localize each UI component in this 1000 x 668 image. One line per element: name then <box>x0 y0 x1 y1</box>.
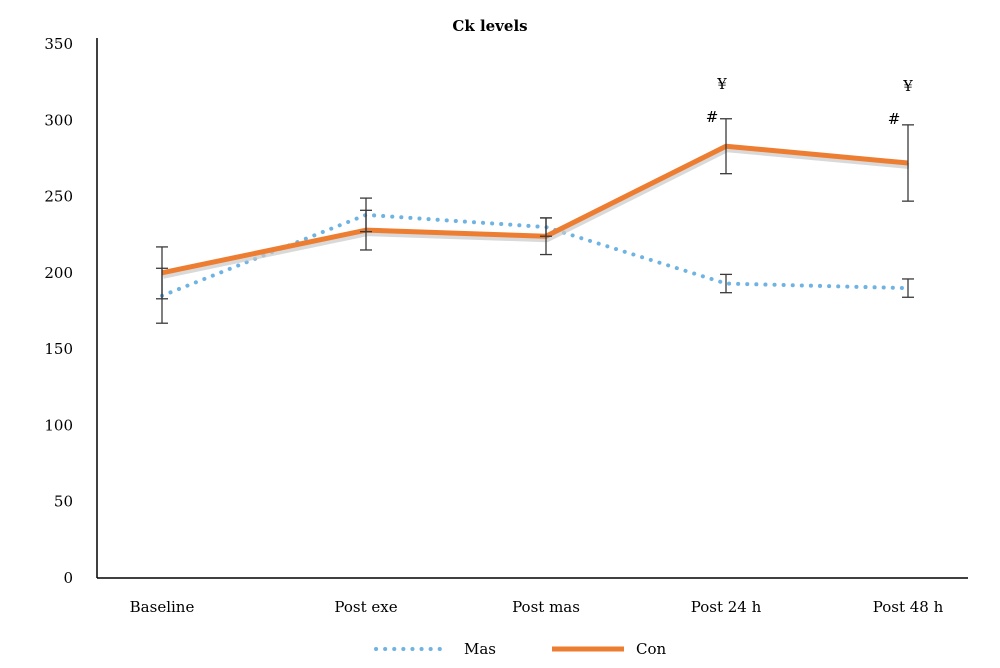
x-tick-label: Post 48 h <box>873 598 944 616</box>
x-tick-label: Baseline <box>130 598 195 616</box>
error-bar-mas <box>902 278 914 298</box>
legend-item-mas: Mas <box>374 640 496 658</box>
y-tick-label: 250 <box>44 188 73 206</box>
legend-label-mas: Mas <box>464 640 496 658</box>
annotation-hash: # <box>888 110 901 128</box>
annotation-yen: ¥ <box>902 77 913 95</box>
error-bar-con <box>720 118 732 175</box>
legend-item-con: Con <box>552 640 667 658</box>
y-tick-label: 50 <box>54 493 73 511</box>
y-tick-label: 300 <box>44 111 73 129</box>
series-shadow-con <box>162 146 910 279</box>
error-bar-con <box>540 217 552 256</box>
error-bar-con <box>156 246 168 300</box>
error-bar-con <box>902 124 914 202</box>
error-bar-mas <box>720 273 732 294</box>
y-tick-label: 200 <box>44 264 73 282</box>
annotation-yen: ¥ <box>716 75 727 93</box>
annotation-hash: # <box>706 108 719 126</box>
x-tick-label: Post exe <box>334 598 397 616</box>
y-tick-label: 150 <box>44 340 73 358</box>
y-tick-label: 350 <box>44 35 73 53</box>
error-bar-con <box>360 209 372 251</box>
x-tick-label: Post mas <box>512 598 580 616</box>
legend-label-con: Con <box>636 640 667 658</box>
y-tick-label: 0 <box>63 569 73 587</box>
x-tick-label: Post 24 h <box>691 598 762 616</box>
chart-title: Ck levels <box>452 17 527 35</box>
y-tick-label: 100 <box>44 416 73 434</box>
